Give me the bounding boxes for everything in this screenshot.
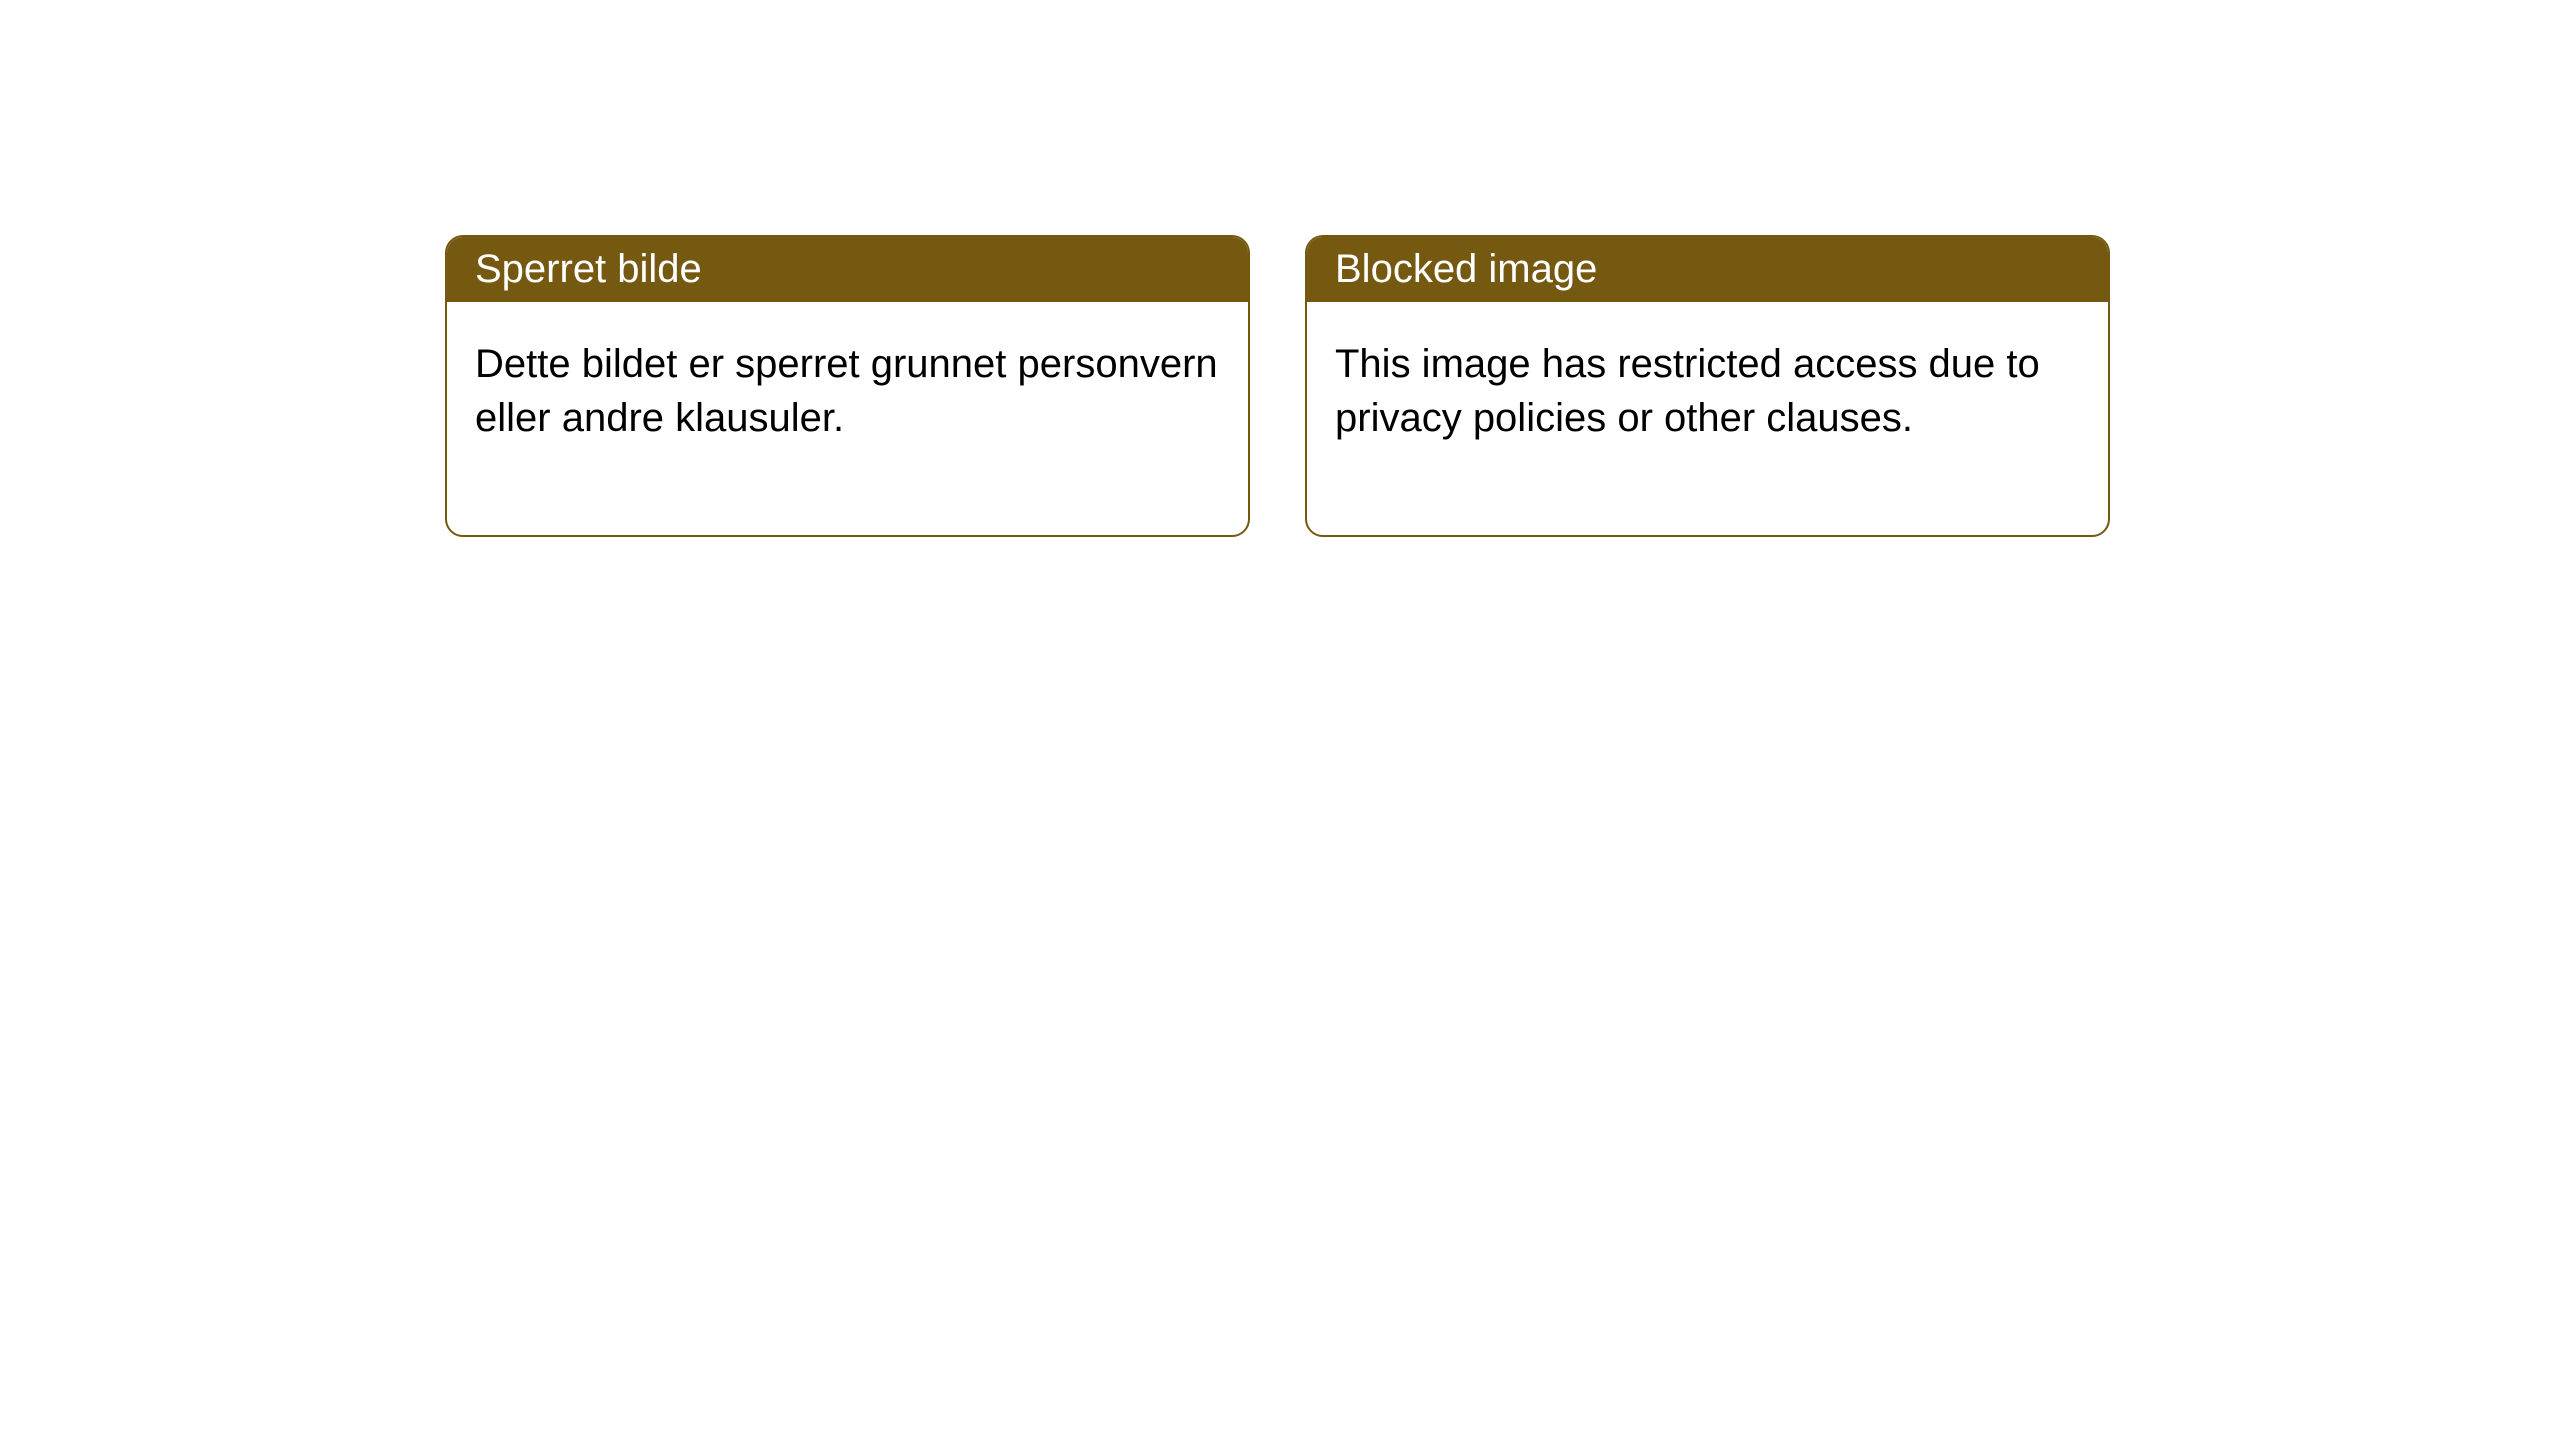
blocked-image-card-english: Blocked image This image has restricted …: [1305, 235, 2110, 537]
blocked-image-card-norwegian: Sperret bilde Dette bildet er sperret gr…: [445, 235, 1250, 537]
card-header-norwegian: Sperret bilde: [447, 237, 1248, 302]
card-header-english: Blocked image: [1307, 237, 2108, 302]
card-body-english: This image has restricted access due to …: [1307, 302, 2108, 535]
notice-cards-container: Sperret bilde Dette bildet er sperret gr…: [0, 0, 2560, 537]
card-body-norwegian: Dette bildet er sperret grunnet personve…: [447, 302, 1248, 535]
